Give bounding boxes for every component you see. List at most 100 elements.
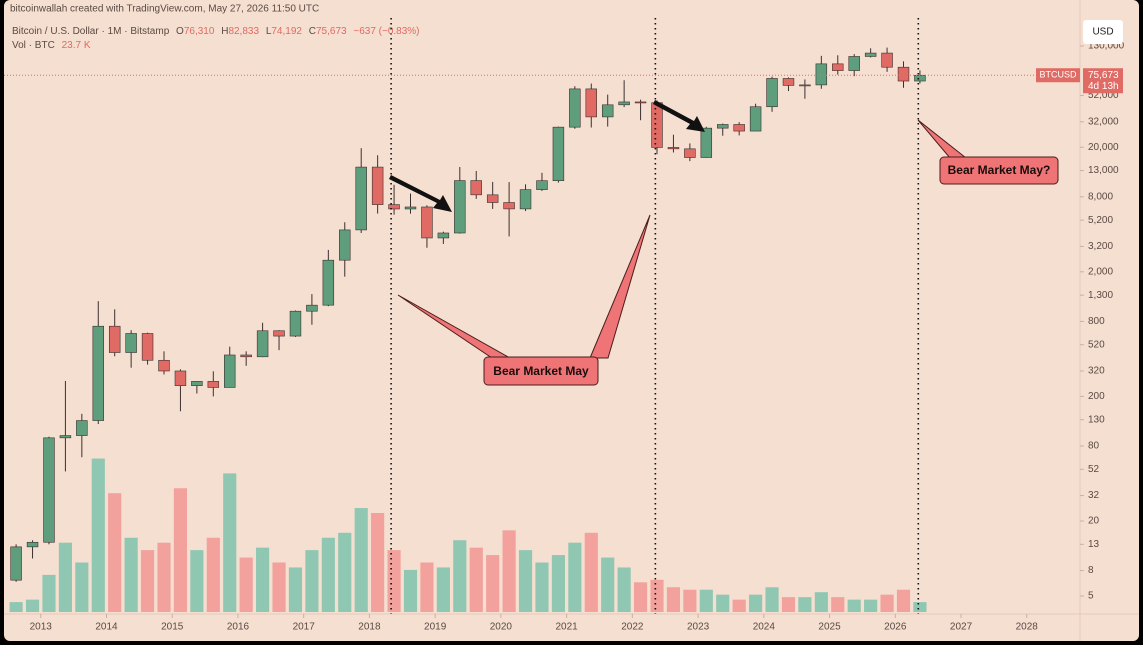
- volume-bar: [765, 587, 779, 612]
- quote-label: H: [221, 26, 228, 37]
- header: bitcoinwallah created with TradingView.c…: [10, 4, 319, 15]
- volume-bar: [502, 530, 516, 612]
- chart-panel: [4, 0, 1139, 641]
- x-tick-label: 2018: [358, 622, 381, 633]
- y-tick-label: 32,000: [1088, 116, 1119, 127]
- candle-body: [421, 206, 433, 239]
- volume-bar: [354, 508, 368, 612]
- volume-bar: [338, 532, 352, 612]
- volume-bar: [223, 473, 237, 612]
- candle-body: [289, 310, 302, 337]
- x-tick-label: 2024: [753, 622, 776, 633]
- volume-bar: [633, 582, 648, 612]
- candle-body: [207, 381, 220, 388]
- volume-bar: [173, 488, 188, 612]
- volume-bar: [91, 458, 105, 612]
- candle-body: [766, 78, 778, 108]
- quote-value: 76,310: [184, 26, 215, 37]
- x-tick-label: 2016: [227, 622, 250, 633]
- plot-area: [4, 18, 1080, 614]
- candle-body: [470, 180, 482, 196]
- volume-line: Vol · BTC 23.7 K: [12, 40, 91, 51]
- y-tick-label: 32: [1088, 490, 1100, 501]
- volume-bar: [288, 567, 303, 612]
- volume-bar: [486, 555, 500, 612]
- volume-bar: [683, 589, 697, 612]
- candle-body: [43, 437, 55, 543]
- candle-body: [108, 325, 121, 353]
- candle-body: [59, 435, 72, 439]
- candle-body: [371, 166, 384, 205]
- volume-value: 23.7 K: [62, 40, 91, 51]
- volume-bar: [831, 597, 845, 612]
- y-tick-label: 5,200: [1088, 215, 1113, 226]
- volume-bar: [108, 493, 122, 612]
- volume-bar: [880, 594, 894, 612]
- x-tick-label: 2019: [424, 622, 447, 633]
- volume-bar: [9, 602, 23, 612]
- volume-bar: [256, 547, 270, 612]
- y-tick-label: 52,000: [1088, 90, 1119, 101]
- candle-body: [273, 330, 285, 337]
- volume-bar: [239, 557, 253, 612]
- x-tick-label: 2015: [161, 622, 184, 633]
- candle-body: [897, 66, 910, 82]
- countdown-text: 4d 13h: [1088, 81, 1119, 92]
- volume-label: Vol · BTC: [12, 40, 55, 51]
- callout-box: [939, 156, 1059, 185]
- volume-bar: [42, 574, 56, 612]
- y-tick-label: 130,000: [1088, 41, 1125, 52]
- candle-body: [191, 381, 203, 386]
- y-tick-label: 320: [1088, 366, 1105, 377]
- volume-bar: [157, 542, 171, 612]
- volume-bar: [716, 594, 730, 612]
- volume-bar: [403, 569, 418, 612]
- candle-body: [141, 333, 154, 361]
- candle-body: [76, 420, 88, 436]
- change: −637 (−0.83%): [353, 26, 419, 37]
- candle-body: [914, 74, 926, 82]
- candle-body: [733, 124, 745, 132]
- y-tick-label: 8: [1088, 565, 1094, 576]
- y-tick-label: 1,300: [1088, 290, 1113, 301]
- candle-body: [437, 232, 450, 239]
- arrow: [389, 175, 452, 212]
- candle-body: [684, 148, 696, 158]
- y-tick-label: 520: [1088, 339, 1105, 350]
- candle-body: [552, 126, 565, 181]
- x-tick-label: 2021: [555, 622, 578, 633]
- x-tick-label: 2013: [30, 622, 53, 633]
- candle-body: [92, 325, 104, 421]
- volume-bar: [140, 550, 155, 612]
- volume-bar: [551, 555, 565, 612]
- volume-bar: [518, 550, 533, 612]
- y-tick-label: 20: [1088, 516, 1100, 527]
- x-tick-label: 2027: [950, 622, 973, 633]
- candle-body: [832, 63, 844, 71]
- x-tick-label: 2025: [818, 622, 841, 633]
- candle-body: [174, 370, 187, 386]
- candle-body: [404, 206, 417, 210]
- candle-body: [601, 104, 614, 118]
- candle-body: [782, 78, 795, 86]
- volume-bar: [732, 599, 746, 612]
- currency-label[interactable]: USD: [1092, 27, 1113, 38]
- volume-bar: [387, 550, 401, 612]
- volume-bar: [58, 542, 72, 612]
- candle-body: [864, 52, 877, 57]
- y-tick-label: 8,000: [1088, 191, 1113, 202]
- price-axis: 5 8 13 20 32 52 80 130 200 320 520 800 1,300 2,000 3,2…: [30, 41, 1125, 633]
- price-tag-text: 75,673: [1088, 70, 1119, 81]
- candle-body: [536, 180, 548, 190]
- candle-body: [486, 194, 499, 203]
- quote-label: O: [176, 26, 184, 37]
- currency-button[interactable]: [1083, 20, 1123, 44]
- symbol-tag-text: BTCUSD: [1039, 70, 1077, 80]
- volume-bar: [124, 537, 138, 612]
- candle-body: [749, 106, 762, 132]
- x-tick-label: 2022: [621, 622, 644, 633]
- y-tick-label: 20,000: [1088, 142, 1119, 153]
- candle-body: [388, 204, 400, 210]
- candle-body: [158, 359, 170, 372]
